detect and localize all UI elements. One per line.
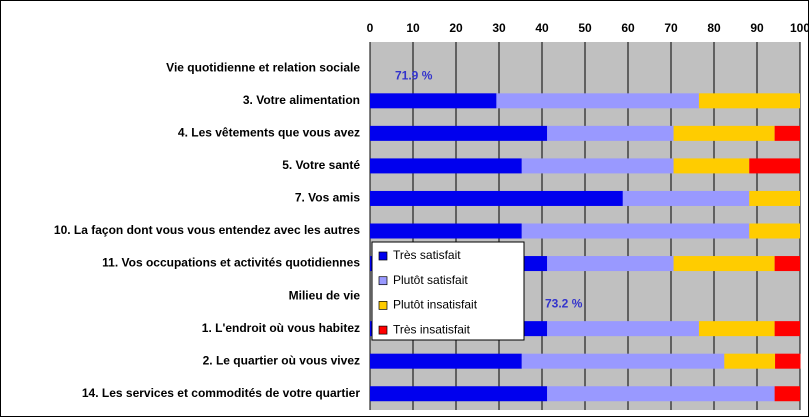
bar-segment <box>370 386 548 402</box>
x-tick-label: 50 <box>578 21 592 35</box>
bar-segment <box>749 223 800 239</box>
legend-label: Plutôt insatisfait <box>393 298 478 312</box>
legend-box <box>371 241 525 341</box>
x-tick-label: 80 <box>707 21 721 35</box>
x-tick-label: 30 <box>492 21 506 35</box>
bar-segment <box>673 125 775 141</box>
y-tick-label: Vie quotidienne et relation sociale <box>166 60 360 74</box>
bar-segment <box>521 158 674 174</box>
y-tick-label: 11. Vos occupations et activités quotidi… <box>102 256 360 270</box>
y-tick-label: 7. Vos amis <box>295 191 360 205</box>
x-tick-label: 90 <box>750 21 764 35</box>
bar-segment <box>547 386 775 402</box>
x-tick-label: 10 <box>406 21 420 35</box>
bar-segment <box>622 190 750 206</box>
y-tick-label: 4. Les vêtements que vous avez <box>178 126 360 140</box>
bar-segment <box>698 321 775 337</box>
y-tick-label: 10. La façon dont vous vous entendez ave… <box>54 223 360 237</box>
bar-segment <box>496 93 699 109</box>
annotation: 73.2 % <box>545 296 583 310</box>
bar-segment <box>370 190 623 206</box>
bar-segment <box>521 223 750 239</box>
bar-segment <box>547 256 674 272</box>
bar-segment <box>547 321 699 337</box>
legend-label: Plutôt satisfait <box>393 273 468 287</box>
bar-segment <box>370 93 497 109</box>
bar-segment <box>774 256 800 272</box>
x-tick-label: 40 <box>535 21 549 35</box>
y-tick-label: Milieu de vie <box>289 288 361 302</box>
bar-segment <box>370 125 548 141</box>
bar-segment <box>370 223 522 239</box>
x-tick-label: 100 <box>790 21 809 35</box>
bar-segment <box>749 190 800 206</box>
y-tick-label: 14. Les services et commodités de votre … <box>82 386 360 400</box>
x-tick-label: 60 <box>621 21 635 35</box>
legend-label: Très insatisfait <box>393 322 471 336</box>
y-tick-label: 2. Le quartier où vous vivez <box>203 353 360 367</box>
x-tick-label: 70 <box>664 21 678 35</box>
bar-segment <box>370 353 522 369</box>
x-tick-label: 20 <box>449 21 463 35</box>
bar-segment <box>673 158 750 174</box>
legend-swatch <box>378 276 388 286</box>
bar-segment <box>521 353 725 369</box>
bar-segment <box>775 353 801 369</box>
bar-segment <box>774 386 800 402</box>
bar-segment <box>749 158 800 174</box>
legend-label: Très satisfait <box>393 248 461 262</box>
legend-swatch <box>378 325 388 335</box>
y-tick-label: 1. L'endroit où vous habitez <box>202 321 360 335</box>
bar-segment <box>370 158 522 174</box>
y-tick-label: 3. Votre alimentation <box>243 93 360 107</box>
legend-swatch <box>378 301 388 310</box>
annotation: 71.9 % <box>395 68 433 82</box>
y-tick-label: 5. Votre santé <box>282 158 360 172</box>
bar-segment <box>774 321 800 337</box>
bar-segment <box>774 125 800 141</box>
bar-segment <box>547 125 674 141</box>
bar-segment <box>698 93 800 109</box>
bar-segment <box>673 256 775 272</box>
bar-segment <box>724 353 776 369</box>
x-tick-label: 0 <box>367 21 374 35</box>
legend-swatch <box>378 251 388 261</box>
